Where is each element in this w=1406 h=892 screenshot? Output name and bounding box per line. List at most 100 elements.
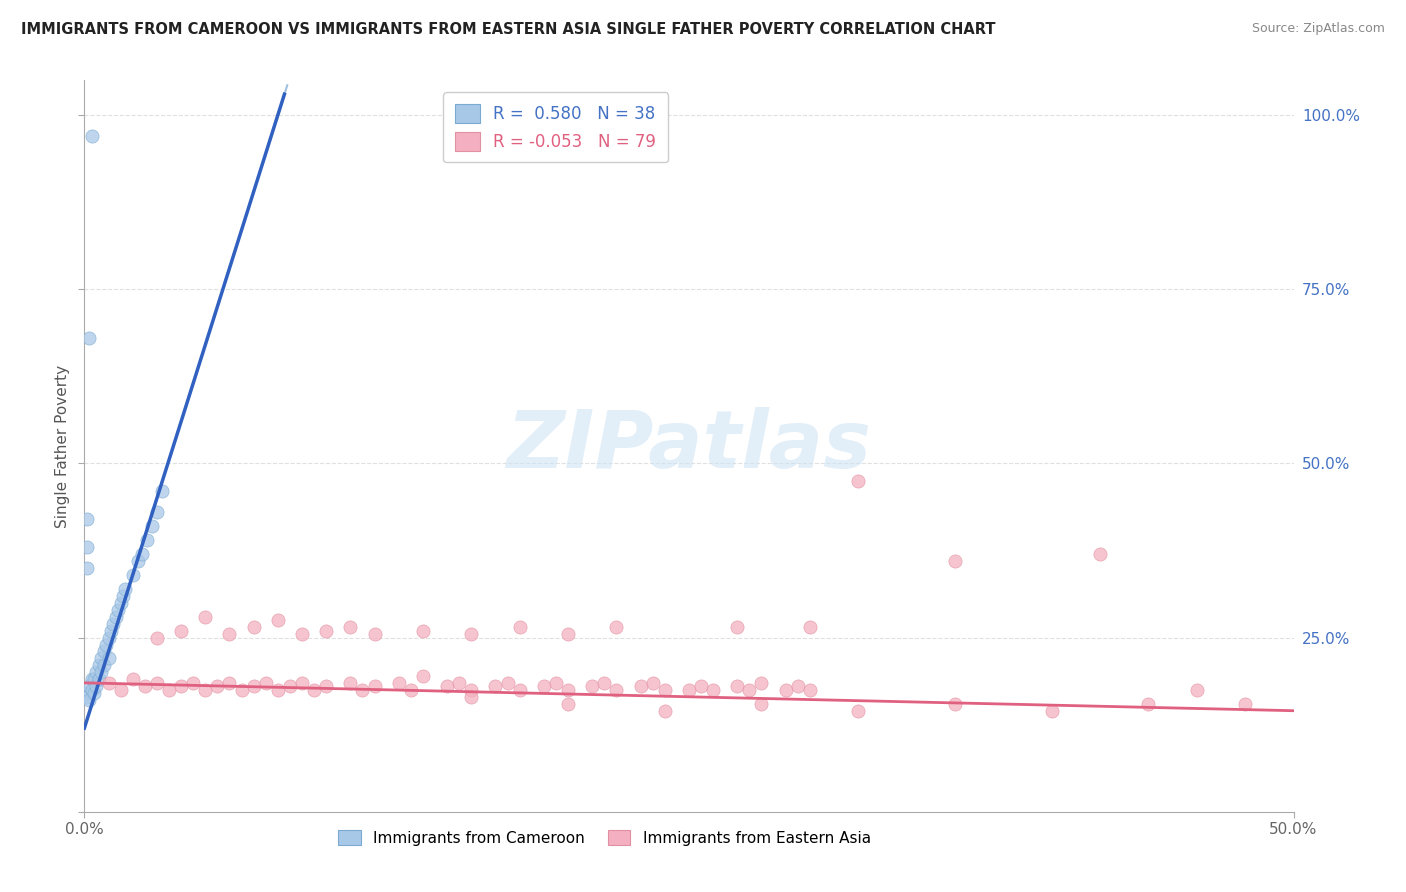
Point: [242, 679, 264, 693]
Point: [83, 686, 105, 700]
Point: [1234, 697, 1257, 711]
Point: [86, 665, 108, 680]
Point: [496, 676, 519, 690]
Point: [267, 682, 290, 697]
Point: [93, 644, 115, 658]
Point: [141, 519, 163, 533]
Point: [593, 676, 616, 690]
Point: [207, 679, 229, 693]
Point: [157, 682, 180, 697]
Text: Source: ZipAtlas.com: Source: ZipAtlas.com: [1251, 22, 1385, 36]
Point: [460, 627, 482, 641]
Point: [150, 484, 173, 499]
Point: [557, 627, 579, 641]
Point: [460, 682, 482, 697]
Point: [218, 676, 240, 690]
Point: [751, 676, 773, 690]
Legend: Immigrants from Cameroon, Immigrants from Eastern Asia: Immigrants from Cameroon, Immigrants fro…: [332, 823, 877, 852]
Point: [76, 540, 98, 554]
Point: [352, 682, 374, 697]
Point: [131, 547, 153, 561]
Point: [80, 128, 103, 143]
Point: [278, 679, 301, 693]
Point: [76, 686, 98, 700]
Point: [194, 609, 217, 624]
Point: [146, 631, 169, 645]
Point: [94, 638, 117, 652]
Point: [605, 620, 627, 634]
Point: [121, 567, 143, 582]
Point: [315, 624, 337, 638]
Point: [678, 682, 700, 697]
Point: [388, 676, 411, 690]
Point: [242, 620, 264, 634]
Point: [267, 613, 290, 627]
Point: [654, 682, 676, 697]
Point: [799, 620, 821, 634]
Point: [630, 679, 652, 693]
Point: [80, 673, 103, 687]
Point: [449, 676, 471, 690]
Point: [110, 682, 132, 697]
Point: [339, 620, 361, 634]
Point: [134, 679, 156, 693]
Point: [86, 679, 108, 693]
Point: [136, 533, 159, 547]
Point: [83, 673, 105, 687]
Point: [654, 704, 676, 718]
Point: [641, 676, 664, 690]
Point: [146, 505, 169, 519]
Point: [943, 554, 966, 568]
Point: [1137, 697, 1160, 711]
Point: [484, 679, 506, 693]
Point: [846, 474, 869, 488]
Point: [87, 673, 110, 687]
Point: [77, 693, 100, 707]
Point: [291, 676, 314, 690]
Point: [751, 697, 773, 711]
Point: [194, 682, 217, 697]
Point: [170, 679, 193, 693]
Point: [339, 676, 361, 690]
Point: [121, 673, 143, 687]
Point: [436, 679, 458, 693]
Point: [302, 682, 325, 697]
Point: [557, 682, 579, 697]
Point: [799, 682, 821, 697]
Point: [231, 682, 253, 697]
Point: [399, 682, 422, 697]
Point: [363, 679, 385, 693]
Point: [738, 682, 761, 697]
Point: [291, 627, 314, 641]
Point: [725, 679, 748, 693]
Point: [97, 676, 120, 690]
Point: [775, 682, 797, 697]
Point: [77, 679, 100, 693]
Point: [412, 624, 434, 638]
Point: [315, 679, 337, 693]
Point: [97, 631, 120, 645]
Y-axis label: Single Father Poverty: Single Father Poverty: [55, 365, 70, 527]
Point: [1088, 547, 1111, 561]
Point: [690, 679, 713, 693]
Point: [786, 679, 808, 693]
Point: [76, 561, 98, 575]
Point: [846, 704, 869, 718]
Point: [104, 609, 127, 624]
Point: [581, 679, 603, 693]
Point: [103, 616, 125, 631]
Point: [80, 682, 103, 697]
Point: [557, 697, 579, 711]
Point: [544, 676, 567, 690]
Point: [76, 512, 98, 526]
Point: [97, 651, 120, 665]
Point: [533, 679, 555, 693]
Point: [76, 690, 98, 704]
Point: [93, 658, 115, 673]
Point: [170, 624, 193, 638]
Point: [112, 589, 135, 603]
Point: [363, 627, 385, 641]
Point: [254, 676, 277, 690]
Point: [127, 554, 149, 568]
Text: ZIPatlas: ZIPatlas: [506, 407, 872, 485]
